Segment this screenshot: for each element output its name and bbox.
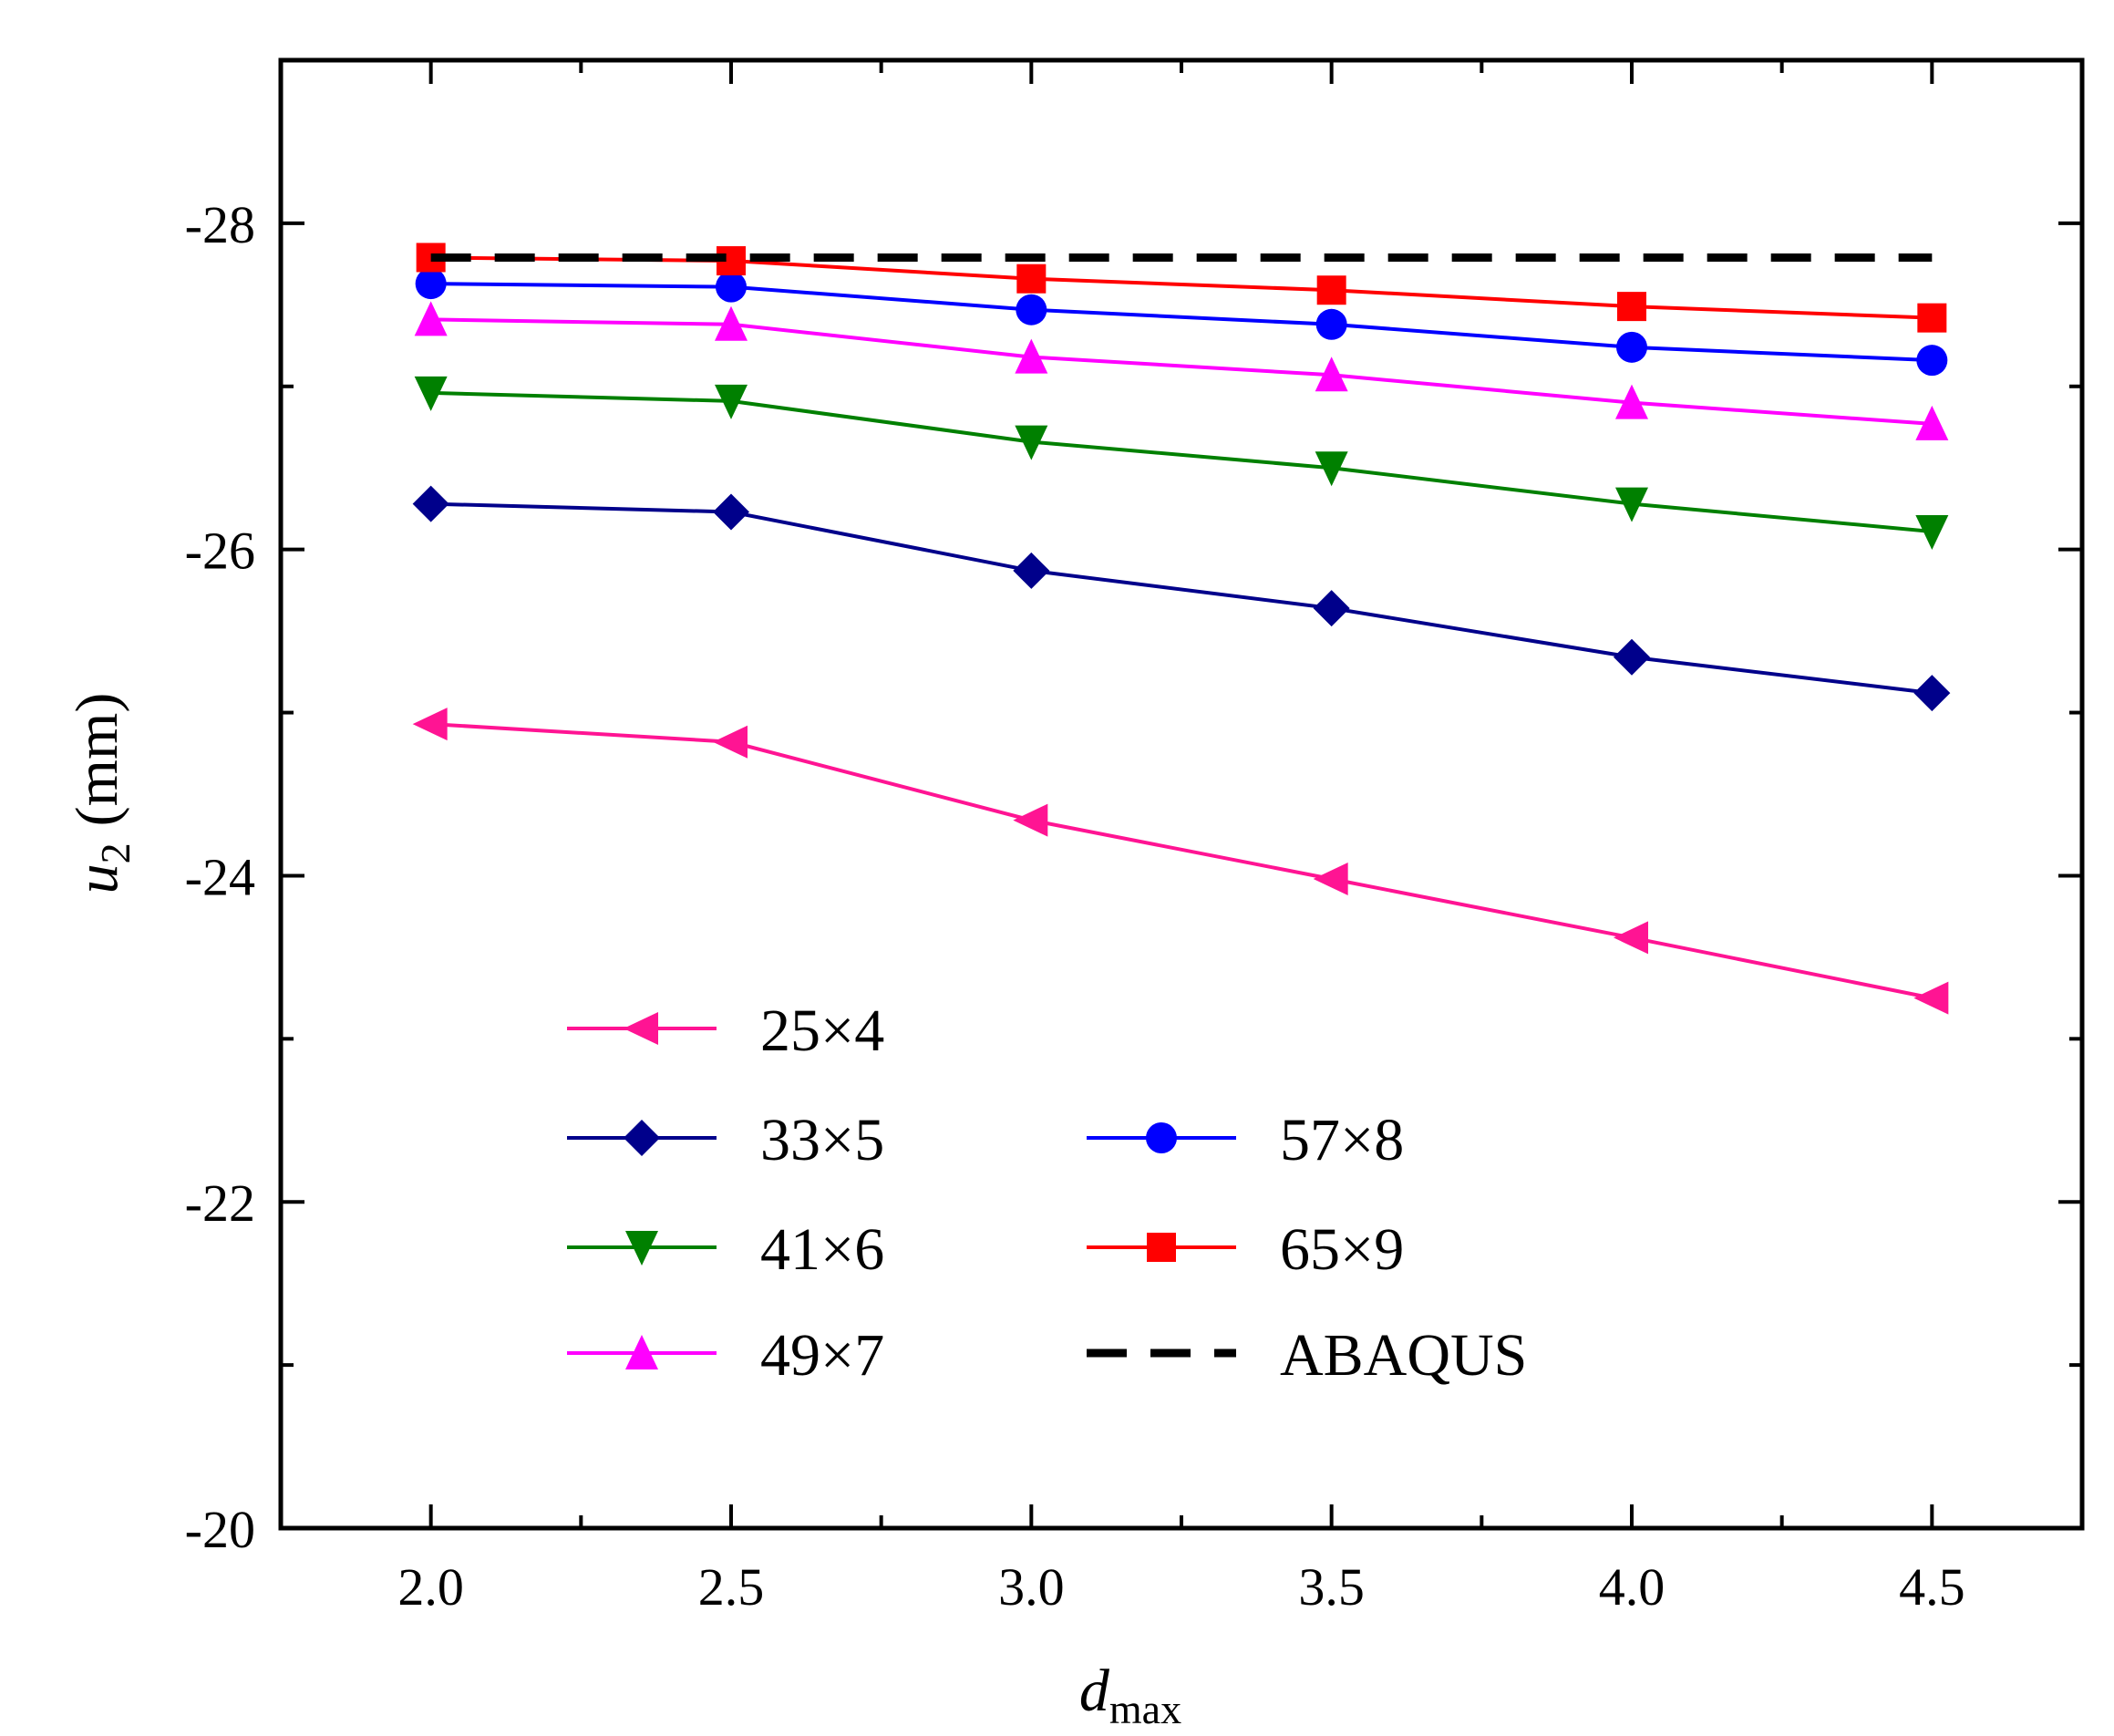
series-41×6 — [414, 376, 1949, 550]
data-point — [1013, 552, 1050, 589]
series-line — [430, 722, 1933, 1000]
data-point — [1616, 331, 1647, 363]
data-point — [1313, 590, 1350, 627]
legend: 25×4 33×5 41×6 49×7 57×8 65×9 ABAQUS — [567, 997, 1527, 1389]
data-point — [713, 725, 748, 759]
legend-label: ABAQUS — [1280, 1322, 1527, 1389]
data-point — [1315, 308, 1347, 340]
y-tick-label: -20 — [185, 1500, 255, 1559]
x-tick-label: 2.0 — [397, 1557, 464, 1617]
legend-marker — [624, 1012, 658, 1045]
legend-item-33×5: 33×5 — [567, 1107, 884, 1173]
axis-tick-labels: 2.0 2.5 3.0 3.5 4.0 4.5 -20 -22 -24 -26 -28 — [185, 195, 1965, 1617]
plot-frame — [278, 57, 2085, 1531]
data-point — [1015, 425, 1048, 460]
series-25×4 — [412, 708, 1949, 1015]
series-line — [430, 282, 1933, 363]
axis-ticks — [281, 60, 2082, 1530]
legend-item-49×7: 49×7 — [567, 1322, 884, 1389]
data-point — [1316, 275, 1346, 305]
data-point — [713, 493, 749, 531]
data-point — [1016, 294, 1047, 326]
legend-label: 25×4 — [760, 997, 884, 1064]
data-point — [1614, 921, 1648, 955]
data-point — [414, 376, 448, 411]
legend-marker — [1147, 1233, 1176, 1262]
legend-item-65×9: 65×9 — [1087, 1216, 1404, 1283]
x-tick-label: 2.5 — [698, 1557, 765, 1617]
legend-marker — [624, 1120, 660, 1156]
data-point — [1917, 303, 1947, 333]
x-tick-label: 4.5 — [1899, 1557, 1965, 1617]
legend-marker — [625, 1231, 658, 1266]
data-point — [1013, 803, 1048, 837]
legend-label: 49×7 — [760, 1322, 884, 1389]
data-point — [1916, 345, 1948, 377]
data-point — [1315, 356, 1348, 392]
y-axis-label: u2 (mm) — [64, 693, 139, 894]
y-axis-label-sub: 2 — [92, 842, 139, 863]
series-49×7 — [414, 301, 1949, 440]
data-point — [414, 301, 448, 336]
y-axis-label-main: u — [64, 863, 130, 894]
legend-label: 57×8 — [1280, 1107, 1404, 1173]
series-layer — [412, 243, 1951, 1015]
legend-label: 33×5 — [760, 1107, 884, 1173]
data-point — [715, 305, 748, 341]
data-point — [1313, 863, 1348, 896]
data-point — [1016, 264, 1047, 294]
series-33×5 — [412, 485, 1951, 712]
y-tick-label: -24 — [185, 847, 255, 906]
data-point — [715, 384, 748, 419]
data-point — [1615, 487, 1648, 522]
series-line — [430, 255, 1933, 320]
data-point — [1015, 338, 1048, 374]
legend-marker — [1146, 1122, 1177, 1153]
data-point — [412, 708, 448, 741]
data-point — [1615, 384, 1648, 419]
series-line — [430, 390, 1933, 533]
y-tick-label: -28 — [185, 195, 255, 254]
legend-item-25×4: 25×4 — [567, 997, 884, 1064]
data-point — [415, 268, 447, 300]
x-tick-label: 4.0 — [1599, 1557, 1665, 1617]
data-point — [1617, 292, 1646, 322]
y-tick-label: -22 — [185, 1173, 255, 1233]
data-point — [1913, 675, 1951, 712]
legend-marker — [625, 1335, 658, 1369]
series-57×8 — [415, 268, 1948, 377]
x-tick-label: 3.5 — [1298, 1557, 1365, 1617]
data-point — [1915, 514, 1949, 550]
data-point — [716, 271, 747, 303]
y-tick-label: -26 — [185, 522, 255, 581]
legend-item-57×8: 57×8 — [1087, 1107, 1404, 1173]
x-axis-label: dmax — [1079, 1658, 1181, 1732]
legend-label: 41×6 — [760, 1216, 884, 1283]
y-axis-label-units: (mm) — [64, 693, 130, 827]
data-point — [1315, 451, 1348, 487]
x-axis-label-main: d — [1079, 1658, 1110, 1724]
legend-label: 65×9 — [1280, 1216, 1404, 1283]
data-point — [1915, 405, 1949, 440]
x-axis-label-sub: max — [1109, 1686, 1181, 1732]
series-line — [430, 501, 1933, 696]
data-point — [1614, 638, 1650, 676]
legend-item-ABAQUS: ABAQUS — [1087, 1322, 1527, 1389]
series-line — [430, 317, 1933, 426]
data-point — [412, 485, 449, 522]
data-point — [1913, 981, 1949, 1015]
legend-item-41×6: 41×6 — [567, 1216, 884, 1283]
x-tick-label: 3.0 — [998, 1557, 1065, 1617]
